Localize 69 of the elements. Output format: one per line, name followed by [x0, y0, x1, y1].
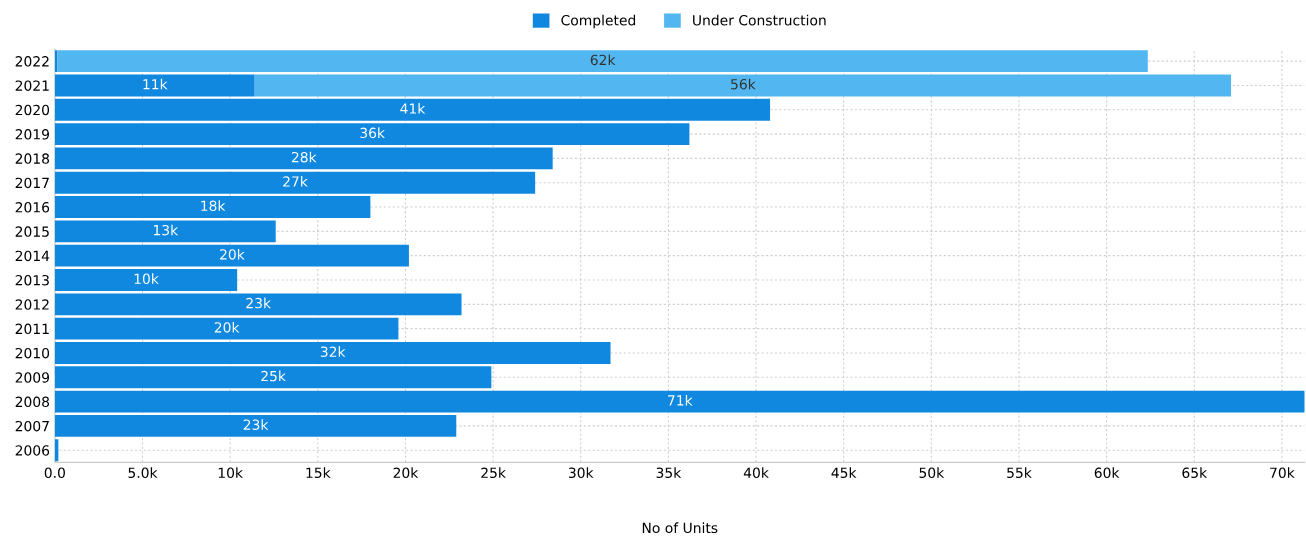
y-tick-label: 2013 [15, 274, 49, 286]
bar [54, 220, 276, 243]
data-label: 32k [320, 346, 346, 357]
bar [54, 74, 255, 97]
y-tick-label: 2007 [15, 420, 49, 432]
x-tick-label: 50k [919, 467, 945, 479]
bar [54, 414, 457, 437]
x-tick-label: 10k [218, 467, 243, 479]
legend-label: Completed [561, 14, 636, 29]
bar [54, 244, 409, 267]
bar [54, 293, 462, 316]
bar [54, 196, 371, 218]
y-tick-label: 2019 [15, 129, 50, 140]
data-label: 18k [201, 200, 226, 212]
data-label: 23k [243, 419, 269, 430]
data-label: 13k [153, 224, 179, 236]
bar [54, 171, 536, 194]
y-tick-label: 2012 [15, 299, 49, 310]
y-tick-label: 2014 [15, 250, 50, 262]
x-tick-label: 15k [306, 467, 331, 479]
data-label: 62k [590, 54, 616, 66]
y-tick-label: 2022 [15, 56, 49, 67]
bar [54, 147, 553, 170]
y-tick-label: 2015 [15, 226, 49, 237]
x-tick-label: 20k [393, 467, 419, 479]
bar [254, 74, 1232, 97]
y-tick-label: 2018 [15, 153, 50, 164]
bar [54, 317, 399, 340]
data-label: 56k [731, 78, 756, 90]
data-label: 10k [134, 273, 159, 285]
y-tick-label: 2010 [15, 347, 50, 359]
x-tick-label: 60k [1094, 467, 1120, 479]
x-tick-label: 55k [1007, 467, 1032, 479]
bar [54, 366, 492, 389]
legend-label: Under Construction [693, 14, 826, 26]
data-label: 28k [291, 151, 317, 163]
data-label: 23k [246, 297, 272, 309]
data-label: 20k [214, 321, 240, 333]
y-tick-label: 2017 [15, 177, 49, 189]
data-label: 41k [400, 103, 426, 114]
y-tick-label: 2020 [15, 104, 50, 116]
y-tick-label: 2016 [15, 202, 50, 213]
x-tick-label: 0.0 [44, 467, 65, 479]
x-tick-label: 65k [1182, 467, 1208, 479]
x-tick-label: 70k [1270, 467, 1295, 479]
data-label: 27k [283, 176, 308, 187]
y-tick-label: 2021 [15, 80, 49, 91]
data-label: 36k [360, 127, 385, 139]
y-tick-label: 2006 [15, 445, 50, 456]
data-label: 11k [143, 78, 168, 90]
x-tick-label: 40k [743, 467, 769, 479]
bar [54, 123, 690, 146]
data-label: 25k [261, 370, 286, 382]
bar [57, 50, 1148, 73]
data-label: 71k [668, 394, 693, 406]
x-axis-title: No of Units [642, 522, 718, 534]
bar [54, 269, 238, 291]
y-tick-label: 2008 [15, 396, 50, 408]
x-tick-label: 5.0k [128, 467, 158, 479]
x-tick-label: 45k [831, 467, 857, 479]
x-tick-label: 35k [656, 467, 682, 479]
data-label: 20k [220, 248, 245, 260]
y-tick-label: 2009 [15, 372, 50, 383]
bar [54, 390, 1305, 413]
bar [54, 98, 771, 121]
bar [54, 342, 611, 364]
y-tick-label: 2011 [15, 323, 49, 335]
x-tick-label: 30k [568, 467, 594, 479]
x-tick-label: 25k [481, 467, 506, 479]
